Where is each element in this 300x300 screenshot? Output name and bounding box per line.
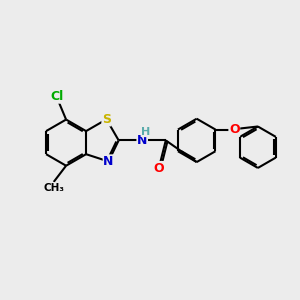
Text: N: N: [103, 155, 114, 168]
Text: Cl: Cl: [51, 90, 64, 103]
Text: S: S: [102, 113, 111, 126]
Text: O: O: [154, 162, 164, 175]
Text: H: H: [141, 127, 150, 136]
Text: N: N: [137, 134, 147, 147]
Text: O: O: [229, 123, 240, 136]
Text: CH₃: CH₃: [43, 183, 64, 193]
